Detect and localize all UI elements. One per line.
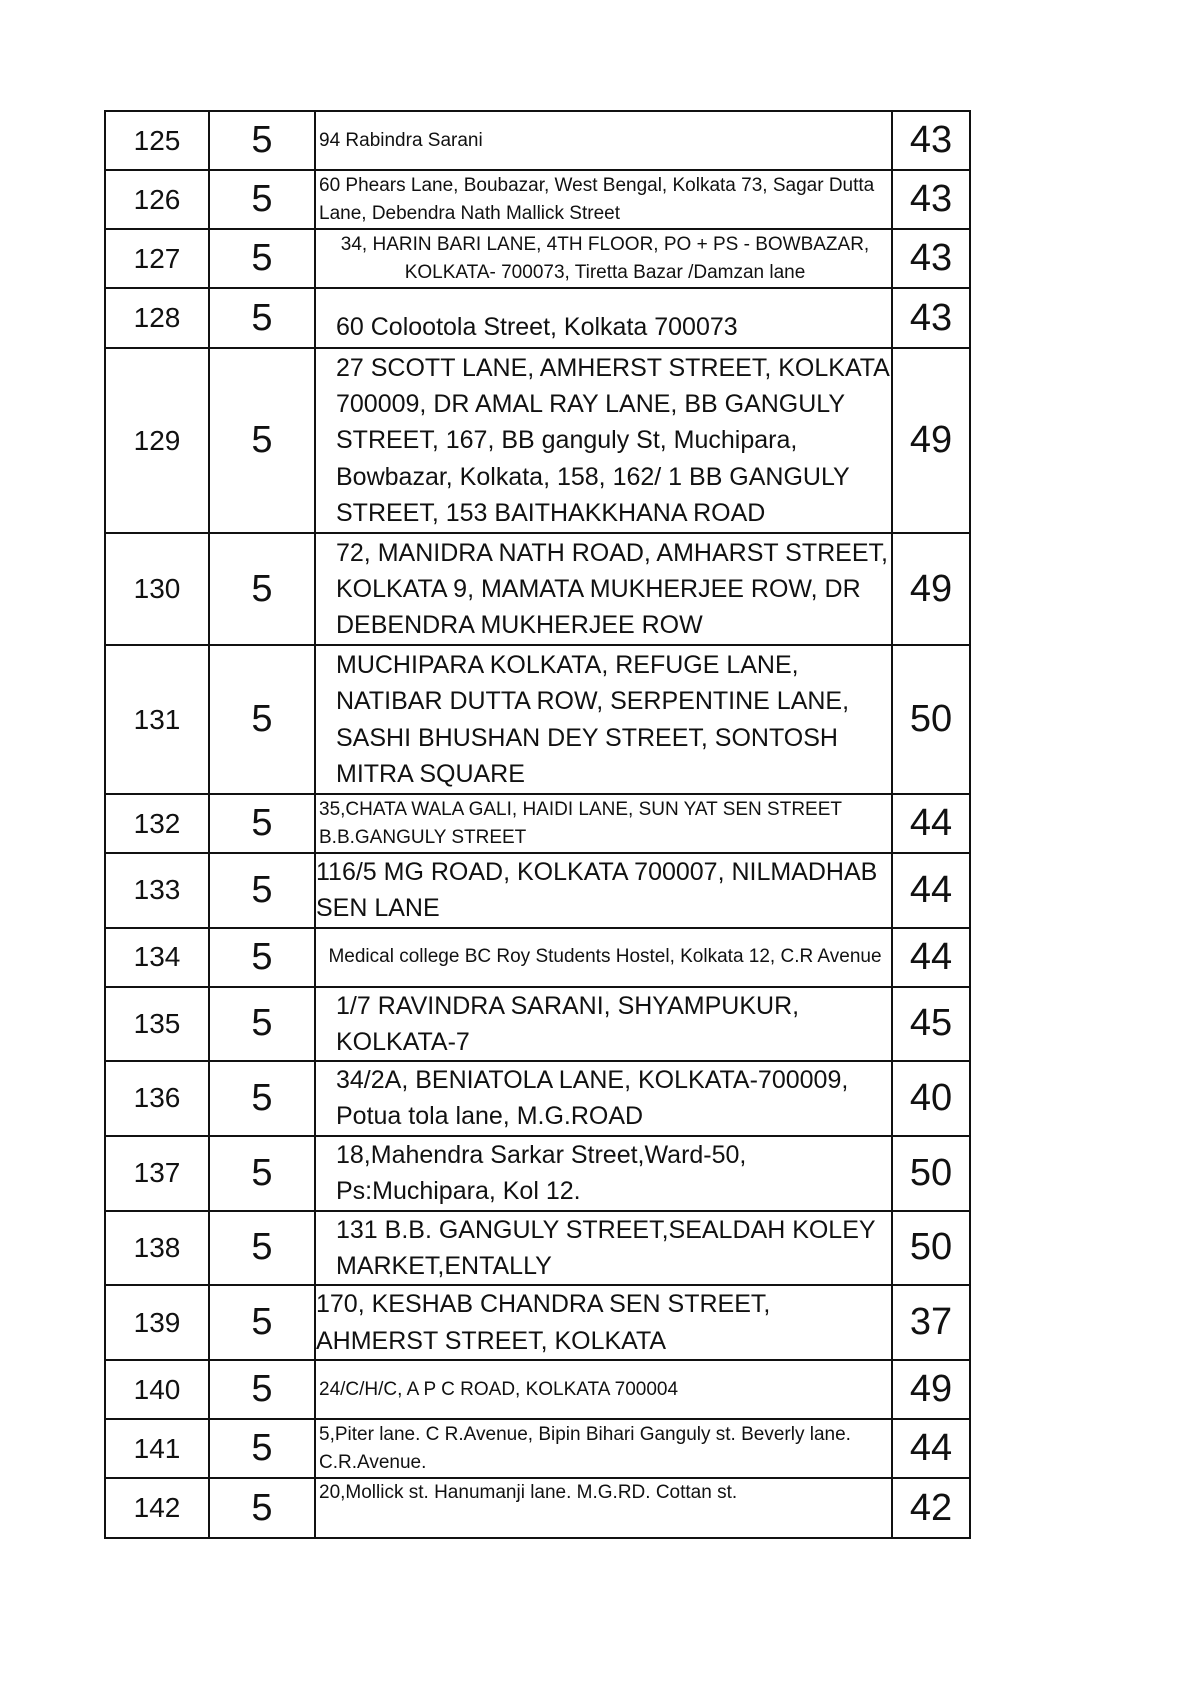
column-2-cell: 5	[208, 110, 316, 171]
value-cell: 44	[891, 852, 971, 929]
serial-number-cell: 140	[104, 1359, 210, 1420]
column-2-cell: 5	[208, 1477, 316, 1539]
value-cell: 43	[891, 228, 971, 289]
address-cell: 170, KESHAB CHANDRA SEN STREET, AHMERST …	[314, 1284, 893, 1361]
table-row: 130 5 72, MANIDRA NATH ROAD, AMHARST STREE…	[104, 532, 971, 646]
value-cell: 50	[891, 644, 971, 795]
address-cell: 34/2A, BENIATOLA LANE, KOLKATA-700009, P…	[314, 1060, 893, 1137]
column-2-cell: 5	[208, 1284, 316, 1361]
address-cell: MUCHIPARA KOLKATA, REFUGE LANE, NATIBAR …	[314, 644, 893, 795]
column-2-cell: 5	[208, 532, 316, 646]
value-cell: 50	[891, 1134, 971, 1212]
serial-number-cell: 139	[104, 1284, 210, 1361]
serial-number-cell: 137	[104, 1134, 210, 1212]
table-body: 125 5 94 Rabindra Sarani 43 126 5 60 Phears La…	[104, 110, 971, 1539]
table-row: 131 5 MUCHIPARA KOLKATA, REFUGE LANE, NATI…	[104, 644, 971, 795]
address-cell: 35,CHATA WALA GALI, HAIDI LANE, SUN YAT …	[314, 793, 893, 854]
value-cell: 40	[891, 1060, 971, 1137]
address-cell: 60 Phears Lane, Boubazar, West Bengal, K…	[314, 169, 893, 230]
table-row: 138 5 131 B.B. GANGULY STREET,SEALDAH KOLE…	[104, 1209, 971, 1286]
table-row: 133 5 116/5 MG ROAD, KOLKATA 700007, NILMA…	[104, 852, 971, 929]
table-row: 128 5 60 Colootola Street, Kolkata 700073 4…	[104, 287, 971, 349]
serial-number-cell: 132	[104, 793, 210, 854]
address-cell: 24/C/H/C, A P C ROAD, KOLKATA 700004	[314, 1359, 893, 1420]
table-row: 127 5 34, HARIN BARI LANE, 4TH FLOOR, PO +…	[104, 228, 971, 289]
address-cell: 60 Colootola Street, Kolkata 700073	[314, 287, 893, 349]
column-2-cell: 5	[208, 926, 316, 988]
table-row: 132 5 35,CHATA WALA GALI, HAIDI LANE, SUN …	[104, 793, 971, 854]
column-2-cell: 5	[208, 793, 316, 854]
column-2-cell: 5	[208, 1359, 316, 1420]
table-row: 136 5 34/2A, BENIATOLA LANE, KOLKATA-70000…	[104, 1060, 971, 1137]
address-cell: 18,Mahendra Sarkar Street,Ward-50, Ps:Mu…	[314, 1134, 893, 1212]
value-cell: 49	[891, 532, 971, 646]
column-2-cell: 5	[208, 1134, 316, 1212]
serial-number-cell: 130	[104, 532, 210, 646]
serial-number-cell: 127	[104, 228, 210, 289]
serial-number-cell: 138	[104, 1209, 210, 1286]
value-cell: 43	[891, 110, 971, 171]
address-cell: 5,Piter lane. C R.Avenue, Bipin Bihari G…	[314, 1418, 893, 1479]
value-cell: 44	[891, 1418, 971, 1479]
value-cell: 43	[891, 169, 971, 230]
column-2-cell: 5	[208, 985, 316, 1062]
value-cell: 45	[891, 985, 971, 1062]
serial-number-cell: 129	[104, 347, 210, 534]
address-cell: 1/7 RAVINDRA SARANI, SHYAMPUKUR, KOLKATA…	[314, 985, 893, 1062]
column-2-cell: 5	[208, 228, 316, 289]
serial-number-cell: 125	[104, 110, 210, 171]
table-row: 142 5 20,Mollick st. Hanumanji lane. M.G.R…	[104, 1477, 971, 1539]
table-row: 140 5 24/C/H/C, A P C ROAD, KOLKATA 700004…	[104, 1359, 971, 1420]
serial-number-cell: 131	[104, 644, 210, 795]
serial-number-cell: 128	[104, 287, 210, 349]
column-2-cell: 5	[208, 1060, 316, 1137]
table-row: 139 5 170, KESHAB CHANDRA SEN STREET, AHME…	[104, 1284, 971, 1361]
table-row: 129 5 27 SCOTT LANE, AMHERST STREET, KOLKA…	[104, 347, 971, 534]
column-2-cell: 5	[208, 1418, 316, 1479]
table-row: 126 5 60 Phears Lane, Boubazar, West Benga…	[104, 169, 971, 230]
column-2-cell: 5	[208, 644, 316, 795]
column-2-cell: 5	[208, 1209, 316, 1286]
value-cell: 42	[891, 1477, 971, 1539]
serial-number-cell: 141	[104, 1418, 210, 1479]
serial-number-cell: 136	[104, 1060, 210, 1137]
value-cell: 50	[891, 1209, 971, 1286]
column-2-cell: 5	[208, 287, 316, 349]
address-cell: 72, MANIDRA NATH ROAD, AMHARST STREET, K…	[314, 532, 893, 646]
address-cell: 131 B.B. GANGULY STREET,SEALDAH KOLEY MA…	[314, 1209, 893, 1286]
address-cell: 27 SCOTT LANE, AMHERST STREET, KOLKATA 7…	[314, 347, 893, 534]
column-2-cell: 5	[208, 347, 316, 534]
value-cell: 37	[891, 1284, 971, 1361]
table-row: 135 5 1/7 RAVINDRA SARANI, SHYAMPUKUR, KOL…	[104, 985, 971, 1062]
serial-number-cell: 133	[104, 852, 210, 929]
column-2-cell: 5	[208, 169, 316, 230]
address-cell: 20,Mollick st. Hanumanji lane. M.G.RD. C…	[314, 1477, 893, 1539]
address-cell: 94 Rabindra Sarani	[314, 110, 893, 171]
address-cell: 34, HARIN BARI LANE, 4TH FLOOR, PO + PS …	[314, 228, 893, 289]
table-row: 141 5 5,Piter lane. C R.Avenue, Bipin Biha…	[104, 1418, 971, 1479]
value-cell: 43	[891, 287, 971, 349]
value-cell: 49	[891, 1359, 971, 1420]
value-cell: 44	[891, 926, 971, 988]
address-cell: Medical college BC Roy Students Hostel, …	[314, 926, 893, 988]
value-cell: 44	[891, 793, 971, 854]
address-table: 125 5 94 Rabindra Sarani 43 126 5 60 Phears La…	[104, 110, 971, 1539]
table-row: 134 5 Medical college BC Roy Students Host…	[104, 926, 971, 988]
table-row: 125 5 94 Rabindra Sarani 43	[104, 110, 971, 171]
value-cell: 49	[891, 347, 971, 534]
column-2-cell: 5	[208, 852, 316, 929]
serial-number-cell: 134	[104, 926, 210, 988]
serial-number-cell: 142	[104, 1477, 210, 1539]
table-row: 137 5 18,Mahendra Sarkar Street,Ward-50, P…	[104, 1134, 971, 1212]
serial-number-cell: 135	[104, 985, 210, 1062]
address-cell: 116/5 MG ROAD, KOLKATA 700007, NILMADHAB…	[314, 852, 893, 929]
serial-number-cell: 126	[104, 169, 210, 230]
